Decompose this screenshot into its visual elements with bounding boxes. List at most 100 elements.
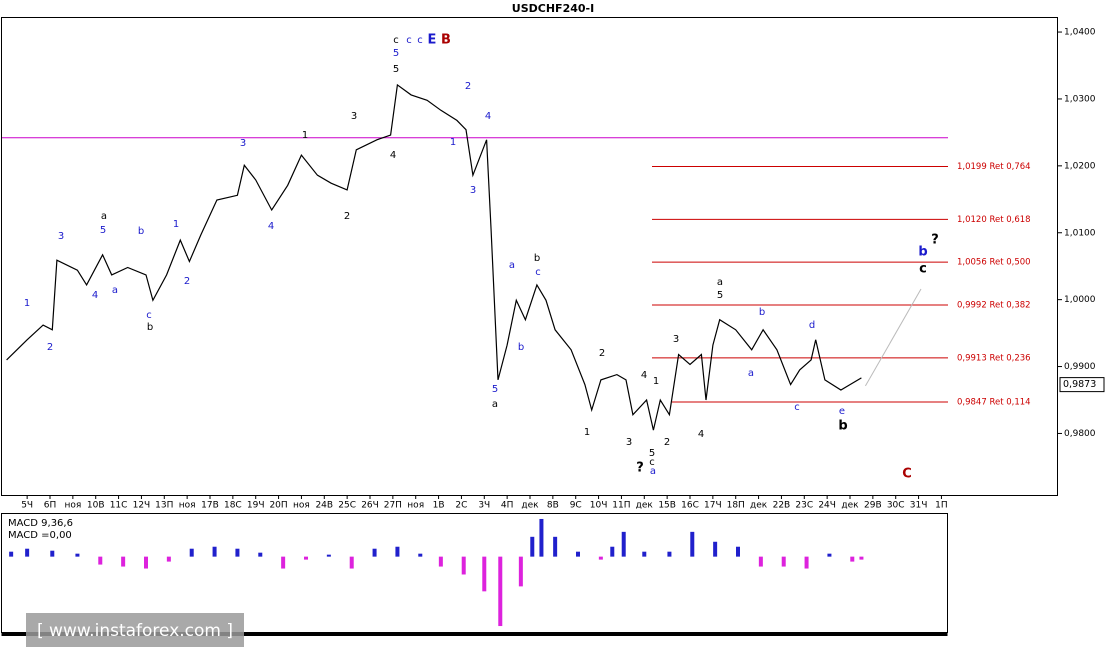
- wave-label: 1: [584, 427, 590, 438]
- macd-bar: [395, 546, 400, 557]
- wave-label: 1: [173, 219, 179, 230]
- x-tick-label: ноя: [407, 501, 424, 511]
- x-tick-label: 31Ч: [910, 501, 928, 511]
- x-tick-label: 18П: [727, 501, 745, 511]
- watermark: [ www.instaforex.com ]: [37, 621, 233, 641]
- macd-bar: [539, 518, 544, 557]
- wave-label: a: [509, 260, 515, 271]
- x-tick-label: 29В: [864, 501, 882, 511]
- x-tick-label: дек: [750, 501, 768, 511]
- x-tick-label: 5Ч: [21, 501, 33, 511]
- x-tick-label: 8В: [547, 501, 559, 511]
- last-price-label: 0,9873: [1063, 379, 1096, 390]
- y-tick-label: 1,0100: [1064, 228, 1096, 238]
- macd-bar: [518, 556, 523, 587]
- wave-label: E: [428, 33, 437, 48]
- y-tick-label: 1,0000: [1064, 295, 1096, 305]
- wave-label: a: [492, 399, 498, 410]
- wave-label: a: [112, 285, 118, 296]
- wave-label: 5: [717, 290, 723, 301]
- macd-bar: [461, 556, 466, 575]
- watermark-box: [26, 613, 244, 647]
- macd-bar: [438, 556, 443, 567]
- wave-label: 4: [268, 221, 274, 232]
- wave-label: 3: [470, 185, 476, 196]
- wave-label: c: [535, 267, 541, 278]
- wave-label: 4: [390, 150, 396, 161]
- wave-label: 4: [485, 111, 491, 122]
- macd-bar: [804, 556, 809, 569]
- x-tick-label: 10Ч: [590, 501, 608, 511]
- x-tick-label: 27П: [384, 501, 402, 511]
- wave-label: e: [839, 406, 845, 417]
- wave-label: 3: [240, 138, 246, 149]
- macd-bar: [212, 546, 217, 557]
- wave-label: b: [534, 253, 540, 264]
- wave-label: b: [138, 226, 144, 237]
- wave-label: 4: [641, 370, 647, 381]
- wave-label: b: [918, 245, 927, 260]
- macd-bar: [304, 556, 308, 560]
- macd-bar: [827, 553, 832, 557]
- fib-label: 1,0120 Ret 0,618: [957, 215, 1031, 225]
- x-tick-label: 6П: [44, 501, 57, 511]
- x-tick-label: 18С: [224, 501, 242, 511]
- macd-bar: [482, 556, 487, 592]
- wave-label: 3: [626, 437, 632, 448]
- macd-bar: [859, 556, 864, 560]
- projection-line: [864, 288, 922, 387]
- x-tick-label: 11С: [110, 501, 128, 511]
- macd-bar: [25, 548, 30, 557]
- x-tick-label: 11П: [612, 501, 630, 511]
- macd-bar: [598, 556, 603, 560]
- fib-label: 0,9847 Ret 0,114: [957, 398, 1031, 408]
- y-tick-label: 1,0300: [1064, 94, 1096, 104]
- wave-label: 2: [184, 276, 190, 287]
- x-tick-label: 25С: [338, 501, 356, 511]
- wave-label: c: [393, 35, 399, 46]
- wave-label: b: [759, 307, 765, 318]
- wave-label: 2: [465, 81, 471, 92]
- wave-label: 3: [673, 334, 679, 345]
- x-tick-label: 17В: [201, 501, 219, 511]
- x-tick-label: 26Ч: [361, 501, 379, 511]
- last-price-box: [1059, 377, 1105, 393]
- macd-bar: [326, 554, 331, 557]
- macd-bar: [498, 556, 503, 627]
- price-line: [6, 83, 862, 431]
- wave-label: 4: [92, 290, 98, 301]
- wave-label: c: [649, 457, 655, 468]
- macd-value: MACD =0,00: [8, 530, 72, 541]
- fib-label: 1,0199 Ret 0,764: [957, 162, 1031, 172]
- y-tick-label: 0,9900: [1064, 362, 1096, 372]
- wave-label: 4: [698, 429, 704, 440]
- x-tick-label: 4П: [501, 501, 514, 511]
- wave-label: C: [902, 467, 912, 482]
- macd-bar: [736, 546, 740, 557]
- wave-label: 5: [492, 384, 498, 395]
- fib-label: 0,9992 Ret 0,382: [957, 301, 1031, 311]
- chart-title: USDCHF240-I: [512, 2, 594, 15]
- wave-label: 5: [393, 48, 399, 59]
- x-tick-label: 13П: [155, 501, 173, 511]
- macd-bar: [850, 556, 855, 562]
- wave-label: a: [717, 277, 723, 288]
- macd-bar: [166, 556, 171, 562]
- x-tick-label: дек: [841, 501, 859, 511]
- x-tick-label: дек: [521, 501, 539, 511]
- wave-label: 5: [393, 64, 399, 75]
- macd-bar: [621, 531, 626, 557]
- wave-label: 1: [653, 376, 659, 387]
- fib-label: 0,9913 Ret 0,236: [957, 353, 1031, 363]
- wave-label: a: [101, 211, 107, 222]
- wave-label: 1: [302, 130, 308, 141]
- macd-bar: [189, 548, 194, 557]
- macd-bar: [75, 553, 80, 557]
- macd-bar: [372, 548, 377, 557]
- macd-bar: [98, 556, 103, 565]
- wave-label: 2: [344, 211, 350, 222]
- wave-label: 2: [47, 342, 53, 353]
- wave-label: ?: [931, 233, 939, 248]
- x-tick-label: 12Ч: [133, 501, 151, 511]
